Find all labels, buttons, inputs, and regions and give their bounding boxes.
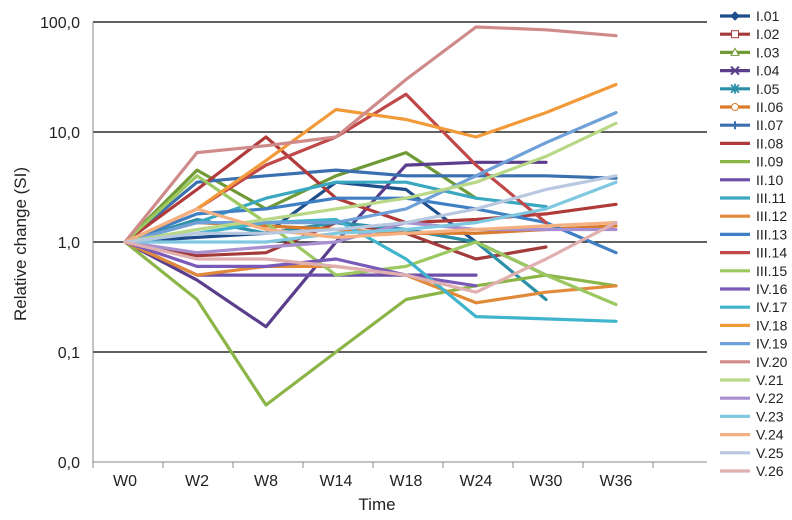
legend-item: I.01 (720, 8, 780, 24)
legend-label: V.23 (756, 408, 784, 424)
legend-label: I.04 (756, 63, 780, 79)
legend-item: IV.17 (720, 299, 788, 315)
series-line-iv-18 (123, 82, 618, 244)
legend-label: V.26 (756, 463, 784, 479)
legend-label: IV.18 (756, 317, 788, 333)
x-tick-label: W36 (600, 473, 633, 490)
y-tick-label: 0,1 (58, 345, 80, 362)
legend-label: V.25 (756, 445, 784, 461)
legend-label: I.02 (756, 26, 780, 42)
series-line-v-21 (123, 121, 618, 244)
legend: I.01 I.02 I.03 I.04 I.05 II.06 II.07 II.08 II.09… (720, 8, 788, 479)
series-line-iv-20 (123, 25, 618, 244)
series-line-i-03 (123, 151, 478, 244)
legend-label: I.03 (756, 44, 780, 60)
series-line-v-24 (123, 207, 618, 244)
legend-item: IV.19 (720, 336, 788, 352)
legend-label: V.22 (756, 390, 784, 406)
y-tick-label: 1,0 (58, 235, 80, 252)
x-tick-label: W2 (185, 473, 209, 490)
legend-label: I.01 (756, 8, 780, 24)
legend-label: II.08 (756, 135, 783, 151)
legend-marker (730, 65, 740, 76)
legend-item: IV.18 (720, 317, 788, 333)
series-lines (123, 25, 618, 407)
legend-item: I.05 (720, 81, 780, 97)
legend-item: V.26 (720, 463, 784, 479)
legend-item: III.15 (720, 263, 787, 279)
y-tick-label: 10,0 (49, 125, 80, 142)
legend-label: IV.16 (756, 281, 788, 297)
x-axis-title: Time (358, 495, 395, 514)
x-tick-label: W8 (254, 473, 278, 490)
legend-item: V.25 (720, 445, 784, 461)
legend-item: I.04 (720, 63, 780, 79)
series-line-v-25 (123, 174, 618, 244)
legend-label: IV.19 (756, 336, 788, 352)
legend-label: I.05 (756, 81, 780, 97)
x-tick-label: W0 (113, 473, 137, 490)
legend-label: III.11 (756, 190, 786, 206)
legend-item: IV.20 (720, 354, 788, 370)
legend-item: III.11 (720, 190, 786, 206)
legend-label: II.09 (756, 154, 783, 170)
legend-item: V.23 (720, 408, 784, 424)
legend-label: III.15 (756, 263, 787, 279)
legend-item: V.24 (720, 427, 784, 443)
legend-item: III.14 (720, 245, 787, 261)
legend-marker (731, 121, 739, 130)
legend-label: V.21 (756, 372, 784, 388)
legend-item: V.22 (720, 390, 784, 406)
legend-item: II.10 (720, 172, 783, 188)
x-tick-label: W18 (390, 473, 423, 490)
legend-label: V.24 (756, 427, 784, 443)
series-line-iv-19 (123, 111, 618, 244)
legend-marker (731, 103, 739, 111)
legend-item: II.07 (720, 117, 783, 133)
legend-item: V.21 (720, 372, 784, 388)
legend-item: II.08 (720, 135, 783, 151)
tick-labels: 100,0 10,0 1,0 0,1 0,0 W0 W2 W8 W14 W18 W24 W30 W36 (40, 15, 633, 490)
x-tick-label: W30 (530, 473, 563, 490)
series-line-ii-09 (123, 240, 618, 407)
legend-marker (730, 11, 740, 21)
legend-label: III.14 (756, 245, 787, 261)
legend-item: I.02 (720, 26, 780, 42)
axes (92, 22, 707, 468)
legend-item: II.06 (720, 99, 783, 115)
legend-item: III.13 (720, 226, 787, 242)
legend-item: III.12 (720, 208, 787, 224)
legend-item: IV.16 (720, 281, 788, 297)
y-tick-label: 100,0 (40, 15, 80, 32)
legend-item: I.03 (720, 44, 780, 60)
legend-label: III.13 (756, 226, 787, 242)
legend-label: IV.20 (756, 354, 788, 370)
legend-marker (731, 30, 739, 39)
legend-marker (730, 47, 740, 56)
series-line-v-23 (123, 180, 618, 244)
legend-label: II.10 (756, 172, 783, 188)
y-tick-label: 0,0 (58, 455, 80, 472)
legend-marker (730, 83, 740, 94)
legend-label: IV.17 (756, 299, 788, 315)
y-axis-title: Relative change (SI) (11, 167, 30, 321)
legend-label: III.12 (756, 208, 787, 224)
legend-label: II.06 (756, 99, 783, 115)
x-tick-label: W14 (320, 473, 353, 490)
legend-label: II.07 (756, 117, 783, 133)
series-line-iv-17 (123, 217, 618, 323)
x-tick-label: W24 (460, 473, 493, 490)
legend-item: II.09 (720, 154, 783, 170)
series-line-v-26 (123, 221, 618, 294)
